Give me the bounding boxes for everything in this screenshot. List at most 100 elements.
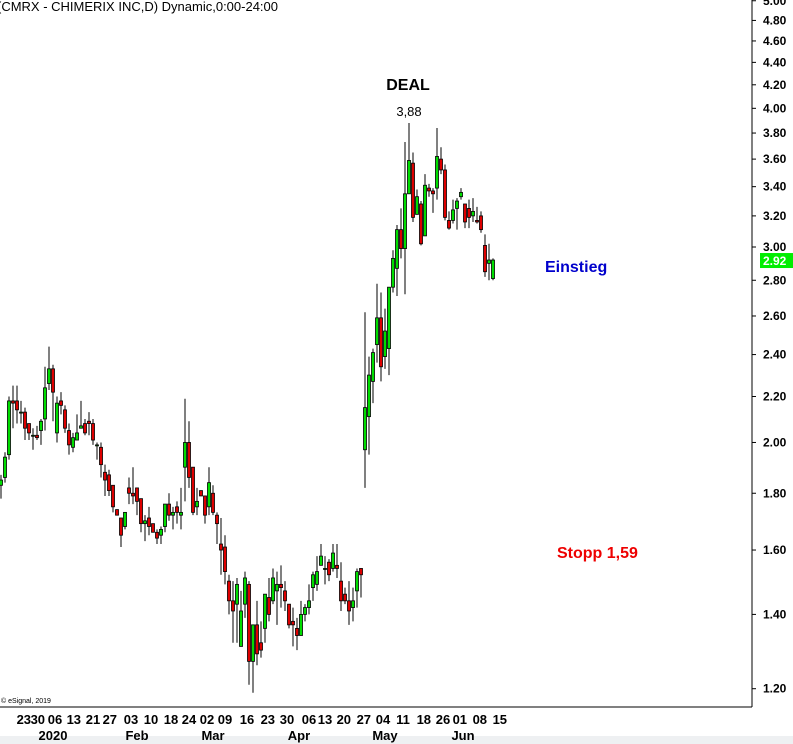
candle (143, 515, 147, 542)
x-tick-label: 09 (218, 712, 232, 727)
candle-body (43, 387, 47, 420)
y-tick-label: 2.20 (763, 390, 787, 404)
candle-body (431, 190, 435, 195)
candle (179, 487, 183, 530)
candle-body (163, 503, 167, 527)
candle-body (227, 580, 231, 602)
candle-body (235, 583, 239, 605)
candle-body (375, 317, 379, 346)
candle (491, 258, 495, 281)
candle (171, 506, 175, 530)
candle-body (63, 409, 67, 429)
candle (91, 418, 95, 445)
candle (259, 621, 263, 658)
candle (251, 624, 255, 693)
y-tick-label: 4.00 (763, 101, 787, 115)
x-tick-label: 26 (436, 712, 450, 727)
x-tick-label: 30 (31, 712, 45, 727)
y-tick-label: 1.40 (763, 607, 787, 621)
candle (331, 544, 335, 572)
candle-body (379, 317, 383, 368)
candle (119, 517, 123, 548)
candle (23, 407, 27, 441)
candle-body (103, 471, 107, 481)
candle (19, 400, 23, 424)
candle-body (315, 571, 319, 585)
y-tick-label: 3.60 (763, 152, 787, 166)
candle (319, 544, 323, 566)
y-tick-label: 1.60 (763, 543, 787, 557)
y-tick-label: 4.20 (763, 78, 787, 92)
candle-body (55, 402, 59, 434)
candle (247, 581, 251, 685)
candle-body (91, 423, 95, 441)
candle (335, 544, 339, 578)
candle-body (323, 568, 327, 570)
candle-body (395, 229, 399, 269)
candle-body (327, 561, 331, 576)
candle-body (107, 474, 111, 491)
candle (163, 503, 167, 533)
x-month-label: Jun (451, 728, 474, 743)
candle (203, 495, 207, 524)
y-tick-label: 4.80 (763, 13, 787, 27)
stop-annotation: Stopp 1,59 (557, 545, 638, 562)
x-tick-label: 21 (86, 712, 100, 727)
candle (227, 574, 231, 615)
x-tick-label: 23 (17, 712, 31, 727)
candle-body (403, 193, 407, 250)
candle-body (459, 191, 463, 198)
candle (63, 405, 67, 433)
candle (51, 364, 55, 422)
candle (483, 234, 487, 277)
candle-body (443, 169, 447, 218)
y-tick-label: 3.40 (763, 180, 787, 194)
candle (439, 147, 443, 175)
candle (187, 421, 191, 488)
candle (147, 506, 151, 536)
candle-body (339, 580, 343, 602)
x-tick-label: 13 (318, 712, 332, 727)
candle (175, 501, 179, 524)
candle-body (435, 156, 439, 189)
candle-body (247, 583, 251, 662)
candle-body (411, 162, 415, 218)
candle-body (291, 620, 295, 626)
candle (471, 198, 475, 222)
candle-body (187, 442, 191, 478)
candle (67, 423, 71, 455)
candle (231, 581, 235, 643)
x-tick-label: 30 (280, 712, 294, 727)
candle-body (463, 203, 467, 223)
x-month-label: Feb (125, 728, 148, 743)
candle (479, 211, 483, 233)
candle-body (427, 187, 431, 192)
candle-body (199, 490, 203, 497)
candle (375, 283, 379, 363)
y-tick-label: 3.20 (763, 209, 787, 223)
candle (399, 208, 403, 259)
candle (279, 565, 283, 608)
candle-body (27, 423, 31, 434)
candle-body (179, 511, 183, 516)
candle (239, 590, 243, 647)
candle (419, 201, 423, 246)
candle (327, 559, 331, 582)
candle-body (67, 430, 71, 446)
candle (271, 568, 275, 605)
candle (347, 581, 351, 625)
candle-body (171, 511, 175, 516)
candle-body (31, 434, 35, 437)
x-tick-label: 27 (357, 712, 371, 727)
candle-body (455, 200, 459, 209)
candle-body (83, 423, 87, 434)
candle (379, 292, 383, 382)
candle (87, 412, 91, 436)
candle (111, 484, 115, 513)
candle (167, 493, 171, 521)
candle-body (399, 229, 403, 250)
candle-body (79, 425, 83, 429)
candle (299, 600, 303, 636)
candle-body (39, 420, 43, 431)
